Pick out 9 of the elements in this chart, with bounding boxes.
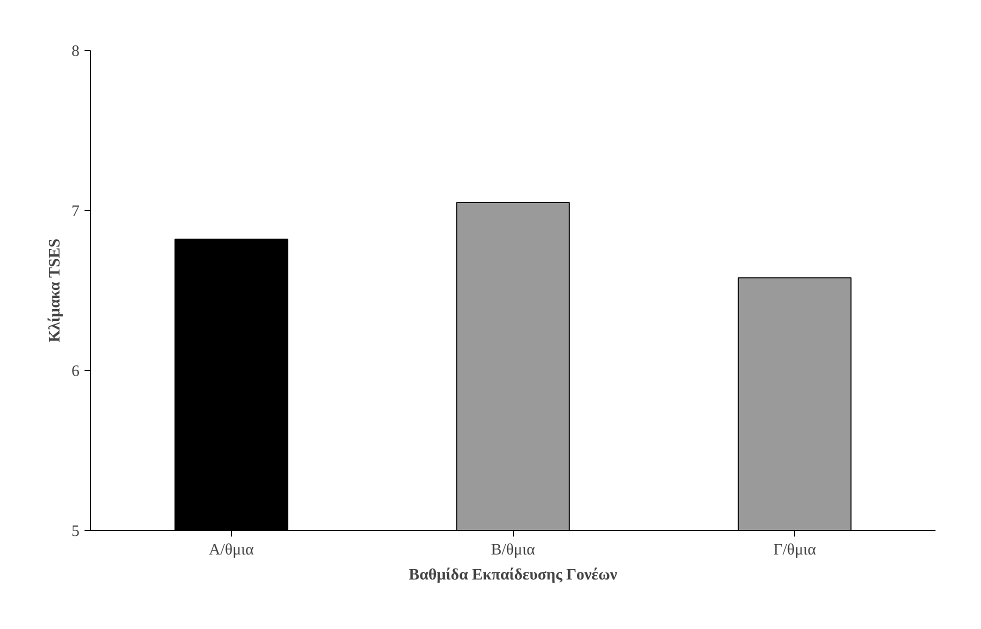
x-tick-label: Γ/θμια	[773, 542, 817, 558]
y-tick-label: 5	[72, 523, 80, 540]
y-tick-label: 8	[72, 43, 80, 60]
x-tick-label: Β/θμια	[490, 542, 536, 558]
x-tick-label: Α/θμια	[208, 542, 254, 558]
y-axis-title: Κλίμακα TSES	[46, 238, 64, 342]
x-axis-title: Βαθμίδα Εκπαίδευσης Γονέων	[408, 566, 618, 584]
y-tick-label: 7	[72, 203, 80, 220]
y-tick-label: 6	[72, 363, 80, 380]
